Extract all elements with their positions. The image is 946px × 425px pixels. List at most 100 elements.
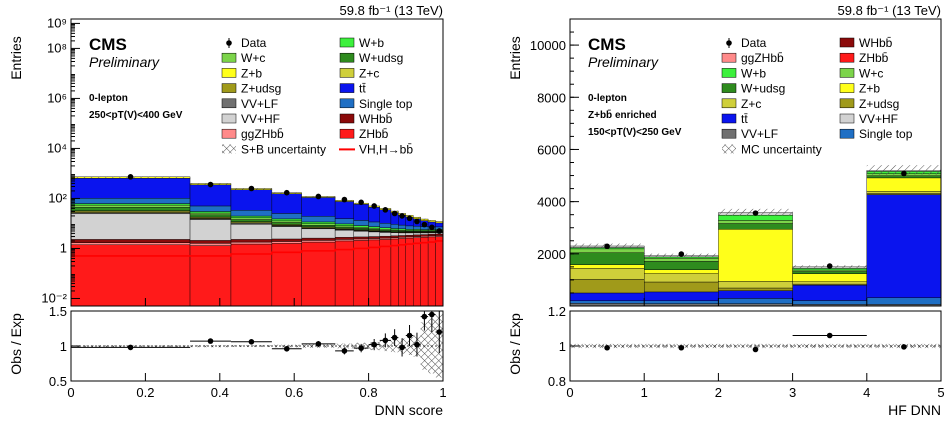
- l-rtick-label-1: 1: [60, 339, 67, 354]
- l-legend-item-13-label: ZHbb̄: [359, 127, 389, 141]
- l-bar-singletop-1: [189, 205, 232, 212]
- left-legend: Data W+b W+c W+udsg Z+b Z+c Z+udsg tt̄ VV+LF Sing…: [221, 36, 413, 156]
- l-bar-VVHF-14: [427, 232, 436, 235]
- r-bar-Zb-4: [866, 177, 941, 192]
- r-legend-item-6-swatch: [721, 83, 737, 93]
- l-bar-Wb-3: [271, 218, 302, 222]
- r-ytick-label-0: 2000: [537, 247, 566, 262]
- l-bar-ZHbb-5: [334, 240, 354, 306]
- l-signal-path: [71, 240, 443, 257]
- l-bar-ggZHbb-4: [301, 240, 336, 243]
- r-ratio-point-0: [604, 344, 610, 351]
- r-bar-Zc-1: [644, 273, 719, 283]
- l-legend-item-4-swatch: [221, 68, 237, 78]
- l-bar-Wudsg-5: [334, 226, 354, 229]
- l-ytick-label-0: 10⁻²: [41, 290, 67, 305]
- r-xtick-label-3: 3: [789, 385, 796, 400]
- l-xtick-label-2: 0.4: [211, 385, 229, 400]
- r-ratio-point-2: [752, 346, 759, 353]
- l-bar-singletop-11: [405, 225, 414, 230]
- l-legend-item-8-swatch: [221, 98, 237, 109]
- l-xtick-label-3: 0.6: [285, 385, 303, 400]
- r-xtick-label-5: 5: [937, 385, 944, 400]
- r-legend-item-14-label: MC uncertainty: [741, 142, 822, 156]
- l-bar-VVHF-8: [379, 232, 392, 237]
- r-legend-item-4-swatch: [721, 68, 737, 78]
- l-bar-VVHF-11: [405, 232, 414, 236]
- r-legend-item-0-label: Data: [741, 36, 767, 50]
- right-region-label-3: 150<pT(V)<250 GeV: [588, 127, 682, 138]
- l-legend-item-1-swatch: [339, 37, 355, 48]
- l-bar-Wudsg-1: [189, 214, 232, 218]
- l-ytick-label-2: 10²: [48, 190, 67, 205]
- l-xtick-label-0: 0: [67, 385, 74, 400]
- r-legend-item-9-swatch: [839, 98, 855, 109]
- right-region-label-2: Z+bb̄ enriched: [588, 109, 657, 121]
- l-bar-ttbar-0: [71, 178, 191, 199]
- l-data-point-8: [382, 207, 389, 213]
- l-ratio-point-15: [436, 329, 443, 335]
- l-ratio-unc2-1: [190, 345, 231, 348]
- l-bar-Wb-8: [379, 227, 392, 230]
- l-bar-WHbb-2: [230, 239, 273, 243]
- r-bar-singletop-0: [570, 300, 645, 304]
- r-bar-Zudsg-1: [644, 281, 719, 293]
- r-legend-item-11-swatch: [839, 113, 855, 124]
- l-bar-WHbb-4: [301, 237, 336, 241]
- l-bar-ZHbb-9: [390, 238, 399, 306]
- r-bar-ttbar-2: [718, 290, 793, 299]
- r-bar-Zudsg-2: [718, 287, 793, 291]
- r-legend-item-9-label: Z+udsg: [859, 97, 899, 111]
- l-bar-Wudsg-4: [301, 225, 336, 228]
- r-legend-item-5-label: W+c: [859, 66, 883, 80]
- l-bar-ggZHbb-2: [230, 241, 273, 245]
- r-bar-singletop-3: [792, 300, 867, 305]
- l-bar-Wb-2: [230, 215, 273, 219]
- r-legend-item-7-swatch: [839, 83, 855, 93]
- left-ratio-y-title: Obs / Exp: [8, 313, 24, 375]
- l-ytick-label-4: 10⁶: [47, 90, 67, 105]
- l-data-point-7: [371, 203, 377, 209]
- l-data-point-4: [315, 193, 322, 200]
- l-bar-Wc-2: [230, 217, 273, 220]
- right-preliminary-label: Preliminary: [588, 54, 659, 70]
- l-legend-item-15-label: VH,H→bb̄: [359, 142, 413, 156]
- l-ratio-point-9: [391, 334, 398, 341]
- right-y-ticks: 2000 4000 6000 8000 10000: [530, 31, 579, 294]
- l-bar-WHbb-14: [427, 234, 436, 237]
- l-legend-item-0-label: Data: [241, 36, 267, 50]
- r-legend-item-6-label: W+udsg: [741, 82, 785, 96]
- r-legend-item-7-label: Z+b: [859, 82, 880, 96]
- l-data-point-5: [341, 196, 348, 203]
- l-bar-ZHbb-8: [379, 239, 392, 306]
- l-legend-item-2-label: W+c: [241, 51, 265, 65]
- l-bar-VVHF-12: [413, 232, 421, 236]
- l-bar-ZHbb-12: [413, 237, 421, 306]
- left-panel: 59.8 fb⁻¹ (13 TeV) 10⁻²110²10⁴10⁶10⁸10⁹ …: [8, 3, 447, 418]
- l-ratio-point-7: [371, 341, 377, 348]
- l-bar-VVHF-2: [230, 224, 273, 240]
- l-data-point-11: [406, 215, 413, 222]
- right-ratio-y-title: Obs / Exp: [507, 313, 523, 375]
- l-bar-WHbb-15: [435, 233, 443, 236]
- r-ratio-unc2-3: [792, 343, 867, 349]
- l-bar-Wudsg-3: [271, 222, 302, 225]
- l-ratio-point-6: [358, 345, 364, 351]
- l-bar-singletop-5: [334, 218, 354, 225]
- r-bar-singletop-4: [866, 297, 941, 305]
- left-region-label-1: 0-lepton: [89, 93, 128, 104]
- l-legend-item-12-label: ggZHbb̄: [241, 127, 284, 141]
- l-bar-WHbb-9: [390, 235, 399, 238]
- l-data-point-0: [127, 174, 134, 180]
- l-legend-item-5-label: Z+c: [359, 66, 379, 80]
- l-bar-Wudsg-0: [71, 207, 191, 211]
- l-bar-singletop-3: [271, 213, 302, 220]
- left-data-points: [127, 174, 443, 234]
- r-bar-Zc-3: [792, 281, 867, 285]
- left-region-label-2: 250<pT(V)<400 GeV: [89, 110, 183, 121]
- l-data-point-14: [429, 224, 435, 231]
- l-ratio-point-12: [414, 341, 420, 348]
- l-bar-VVHF-3: [271, 226, 302, 240]
- l-data-point-1: [207, 181, 214, 188]
- l-data-point-13: [421, 221, 428, 228]
